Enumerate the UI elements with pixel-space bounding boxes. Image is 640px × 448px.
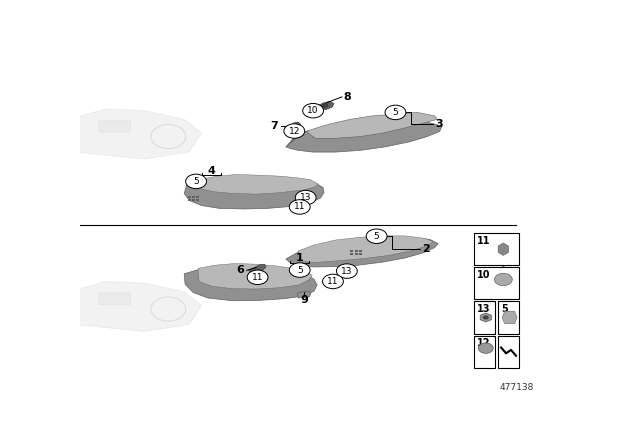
Circle shape <box>366 229 387 244</box>
Polygon shape <box>58 281 202 332</box>
Bar <box>359 253 362 255</box>
Polygon shape <box>58 109 202 159</box>
Circle shape <box>495 273 512 286</box>
Bar <box>474 302 495 333</box>
Polygon shape <box>297 291 310 298</box>
Polygon shape <box>502 311 517 324</box>
Bar <box>359 250 362 252</box>
Text: 13: 13 <box>341 267 353 276</box>
Circle shape <box>289 263 310 277</box>
Text: 5: 5 <box>392 108 398 117</box>
Text: 12: 12 <box>289 126 300 136</box>
Bar <box>188 199 191 201</box>
Bar <box>350 250 353 252</box>
Bar <box>192 199 195 201</box>
Circle shape <box>483 315 489 319</box>
Circle shape <box>322 103 328 108</box>
Text: 6: 6 <box>236 265 244 276</box>
Circle shape <box>295 190 316 205</box>
Text: 11: 11 <box>477 236 491 246</box>
FancyBboxPatch shape <box>99 121 131 132</box>
Bar <box>498 336 519 368</box>
Polygon shape <box>249 264 266 273</box>
Text: 5: 5 <box>374 232 380 241</box>
Circle shape <box>478 343 493 353</box>
Polygon shape <box>184 267 317 301</box>
Polygon shape <box>199 174 318 194</box>
Text: 13: 13 <box>300 193 312 202</box>
Polygon shape <box>284 122 301 130</box>
Circle shape <box>337 264 357 278</box>
Text: 5: 5 <box>501 304 508 314</box>
Text: 11: 11 <box>327 277 339 286</box>
Text: 7: 7 <box>271 121 278 131</box>
Bar <box>498 302 519 333</box>
Circle shape <box>385 105 406 120</box>
Text: 10: 10 <box>477 270 491 280</box>
Polygon shape <box>306 112 437 138</box>
Text: 1: 1 <box>296 253 303 263</box>
Polygon shape <box>286 237 438 267</box>
Polygon shape <box>286 131 308 147</box>
Circle shape <box>247 270 268 284</box>
Text: 477138: 477138 <box>499 383 534 392</box>
Text: 3: 3 <box>435 120 443 129</box>
Bar <box>192 196 195 198</box>
Bar <box>474 336 495 368</box>
Bar <box>355 253 358 255</box>
Text: 5: 5 <box>297 266 303 275</box>
Text: 9: 9 <box>300 295 308 305</box>
Bar <box>474 233 519 265</box>
Circle shape <box>284 124 305 138</box>
Circle shape <box>186 174 207 189</box>
Polygon shape <box>480 313 492 322</box>
Polygon shape <box>314 101 334 110</box>
Bar <box>196 196 198 198</box>
Polygon shape <box>184 177 324 209</box>
Bar <box>196 199 198 201</box>
Text: 5: 5 <box>193 177 199 186</box>
Polygon shape <box>498 243 509 255</box>
Bar <box>350 253 353 255</box>
Text: 4: 4 <box>207 166 216 176</box>
Circle shape <box>303 103 324 118</box>
Text: 8: 8 <box>344 91 351 102</box>
Polygon shape <box>298 236 433 263</box>
Bar <box>474 267 519 299</box>
Bar <box>188 196 191 198</box>
Text: 13: 13 <box>477 304 491 314</box>
FancyBboxPatch shape <box>99 293 131 305</box>
Circle shape <box>289 200 310 214</box>
Text: 10: 10 <box>307 106 319 115</box>
Text: 11: 11 <box>294 202 305 211</box>
Text: 2: 2 <box>422 244 430 254</box>
Text: 11: 11 <box>252 273 263 282</box>
Text: 12: 12 <box>477 338 491 349</box>
Bar <box>355 250 358 252</box>
Polygon shape <box>198 263 312 289</box>
Circle shape <box>323 274 344 289</box>
Polygon shape <box>286 121 442 152</box>
